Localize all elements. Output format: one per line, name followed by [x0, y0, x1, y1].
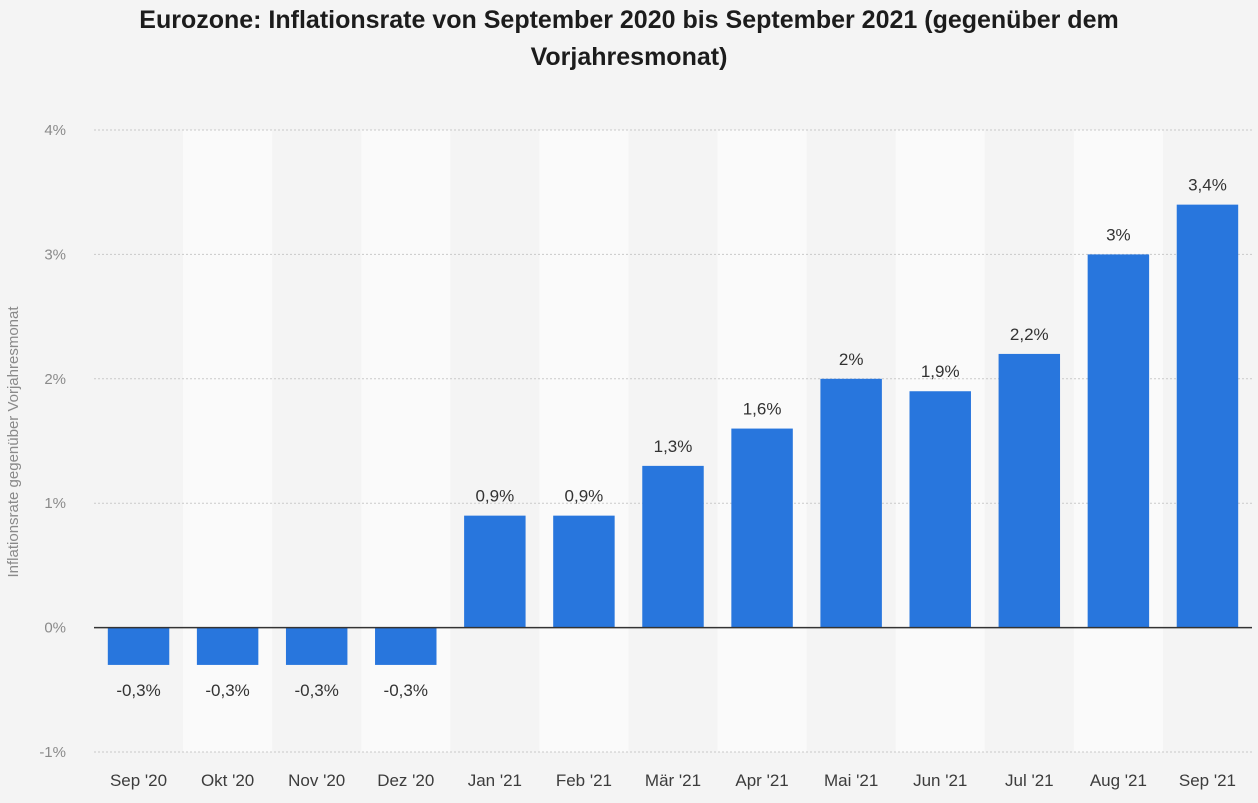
data-label: 3%	[1106, 225, 1131, 244]
data-label: 0,9%	[565, 487, 604, 506]
bar	[820, 378, 882, 628]
x-tick-label: Feb '21	[556, 771, 612, 790]
x-tick-label: Aug '21	[1090, 771, 1147, 790]
data-label: 1,9%	[921, 362, 960, 381]
bar	[285, 627, 348, 665]
bar	[642, 465, 704, 628]
x-tick-label: Jul '21	[1005, 771, 1054, 790]
data-label: -0,3%	[205, 681, 249, 700]
y-tick-label: 2%	[44, 371, 66, 388]
data-label: -0,3%	[294, 681, 338, 700]
bar	[107, 627, 170, 665]
data-label: -0,3%	[116, 681, 160, 700]
y-axis-label: Inflationsrate gegenüber Vorjahresmonat	[5, 306, 22, 578]
data-label: 1,3%	[654, 437, 693, 456]
y-tick-label: -1%	[39, 744, 66, 761]
x-tick-label: Jun '21	[913, 771, 967, 790]
y-tick-label: 4%	[44, 122, 66, 139]
data-label: 2,2%	[1010, 325, 1049, 344]
bar	[375, 627, 437, 665]
column-band	[539, 130, 629, 752]
x-tick-label: Jan '21	[468, 771, 522, 790]
x-tick-label: Okt '20	[201, 771, 254, 790]
x-tick-label: Mai '21	[824, 771, 878, 790]
data-label: 2%	[839, 350, 864, 369]
bar	[998, 353, 1061, 628]
x-tick-label: Dez '20	[377, 771, 434, 790]
bar	[464, 515, 526, 628]
x-tick-label: Sep '20	[110, 771, 167, 790]
bar	[1087, 254, 1150, 628]
x-tick-label: Mär '21	[645, 771, 701, 790]
data-label: 1,6%	[743, 400, 782, 419]
data-label: -0,3%	[384, 681, 428, 700]
bar	[909, 391, 971, 628]
bar	[196, 627, 259, 665]
y-tick-label: 1%	[44, 495, 66, 512]
chart-title: Eurozone: Inflationsrate von September 2…	[0, 2, 1258, 76]
chart-title-line-1: Eurozone: Inflationsrate von September 2…	[139, 6, 1119, 34]
x-tick-label: Sep '21	[1179, 771, 1236, 790]
bar	[731, 428, 793, 628]
data-label: 3,4%	[1188, 176, 1227, 195]
y-tick-label: 3%	[44, 246, 66, 263]
x-tick-label: Nov '20	[288, 771, 345, 790]
bar	[553, 515, 615, 628]
data-label: 0,9%	[475, 487, 514, 506]
bar	[1176, 204, 1239, 628]
chart-title-line-2: Vorjahresmonat)	[530, 43, 728, 71]
y-tick-label: 0%	[44, 620, 66, 637]
x-tick-label: Apr '21	[735, 771, 788, 790]
